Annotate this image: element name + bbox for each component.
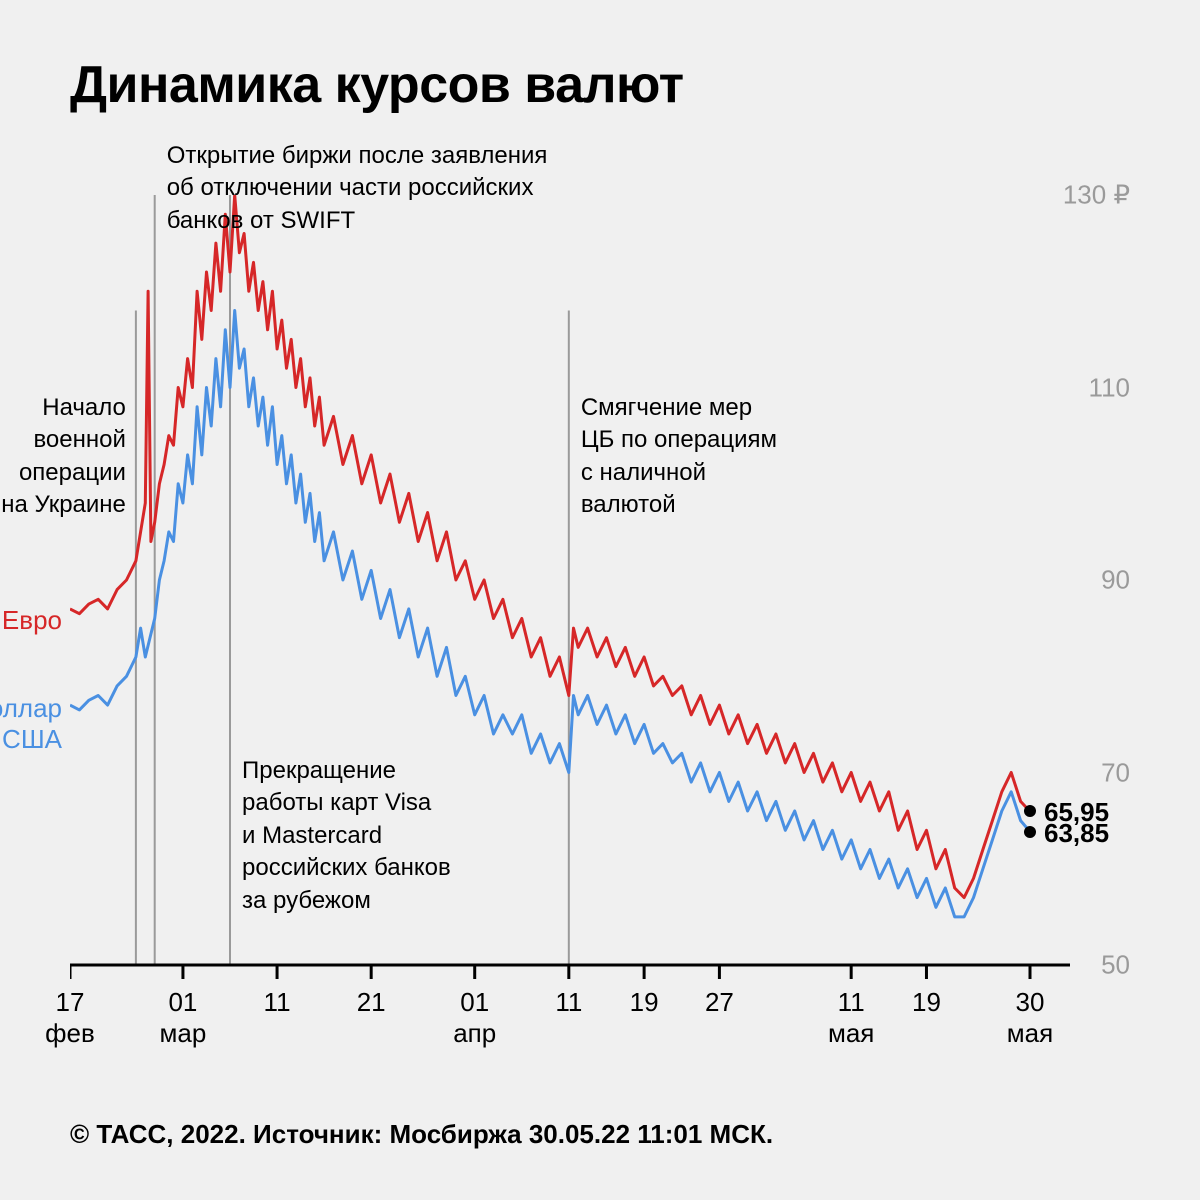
series-label: Евро — [2, 605, 62, 636]
x-axis-label: 17фев — [45, 987, 95, 1049]
series-line — [70, 311, 1030, 917]
end-value-label: 63,85 — [1044, 818, 1109, 849]
y-axis-label: 50 — [1101, 950, 1130, 981]
x-axis-label: 30мая — [1007, 987, 1053, 1049]
event-annotation: Смягчение мерЦБ по операциямс наличнойва… — [581, 392, 821, 522]
event-annotation: Началовоеннойоперациина Украине — [0, 392, 126, 522]
y-axis-label: 130 ₽ — [1063, 180, 1130, 211]
event-annotation: Прекращениеработы карт Visaи Mastercardр… — [242, 755, 502, 917]
chart-container: Динамика курсов валют 50 70 90 110 130 ₽ 17фе… — [0, 0, 1200, 1200]
x-axis-label: 11 — [264, 987, 291, 1018]
end-value-dot — [1024, 805, 1036, 817]
x-axis-label: 19 — [630, 987, 659, 1018]
chart-title: Динамика курсов валют — [70, 55, 684, 115]
x-axis-label: 01мар — [160, 987, 207, 1049]
end-value-dot — [1024, 826, 1036, 838]
chart-area: 507090110130 ₽17фев01мар112101апр1119271… — [70, 195, 1130, 1065]
x-axis-label: 21 — [357, 987, 386, 1018]
x-axis-label: 19 — [912, 987, 941, 1018]
x-axis-label: 01апр — [453, 987, 496, 1049]
chart-svg — [70, 195, 1110, 985]
series-line — [70, 195, 1030, 898]
y-axis-label: 90 — [1101, 565, 1130, 596]
source-line: © ТАСС, 2022. Источник: Мосбиржа 30.05.2… — [70, 1119, 773, 1150]
y-axis-label: 110 — [1089, 372, 1130, 403]
event-annotation: Открытие биржи после заявленияоб отключе… — [167, 140, 687, 237]
y-axis-label: 70 — [1101, 757, 1130, 788]
x-axis-label: 11мая — [828, 987, 874, 1049]
x-axis-label: 11 — [555, 987, 582, 1018]
x-axis-label: 27 — [705, 987, 734, 1018]
series-label: ДолларСША — [0, 693, 62, 755]
